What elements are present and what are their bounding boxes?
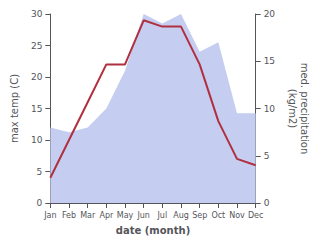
svg-text:Dec: Dec xyxy=(248,211,263,220)
svg-text:5: 5 xyxy=(264,151,270,161)
svg-text:Apr: Apr xyxy=(99,211,114,220)
svg-text:10: 10 xyxy=(31,135,43,145)
svg-text:25: 25 xyxy=(31,41,42,51)
svg-text:Oct: Oct xyxy=(211,211,225,220)
svg-text:med. precipitation: med. precipitation xyxy=(299,63,310,155)
svg-text:Jan: Jan xyxy=(43,211,56,220)
svg-text:Jun: Jun xyxy=(136,211,150,220)
svg-text:20: 20 xyxy=(264,9,276,19)
svg-text:Aug: Aug xyxy=(173,211,189,220)
svg-text:0: 0 xyxy=(37,198,43,208)
svg-text:Feb: Feb xyxy=(62,211,76,220)
svg-text:15: 15 xyxy=(264,56,275,66)
svg-text:Jul: Jul xyxy=(157,211,168,220)
svg-text:May: May xyxy=(117,211,134,220)
svg-text:(kg/m2): (kg/m2) xyxy=(287,89,298,129)
svg-text:15: 15 xyxy=(31,104,42,114)
svg-text:0: 0 xyxy=(264,198,270,208)
svg-text:Sep: Sep xyxy=(192,211,207,220)
svg-text:Mar: Mar xyxy=(80,211,96,220)
svg-text:20: 20 xyxy=(31,72,43,82)
svg-text:5: 5 xyxy=(37,167,43,177)
svg-text:max temp (C): max temp (C) xyxy=(9,74,20,143)
svg-text:30: 30 xyxy=(31,9,43,19)
svg-text:date (month): date (month) xyxy=(116,225,190,236)
svg-text:Nov: Nov xyxy=(229,211,245,220)
svg-text:10: 10 xyxy=(264,104,276,114)
